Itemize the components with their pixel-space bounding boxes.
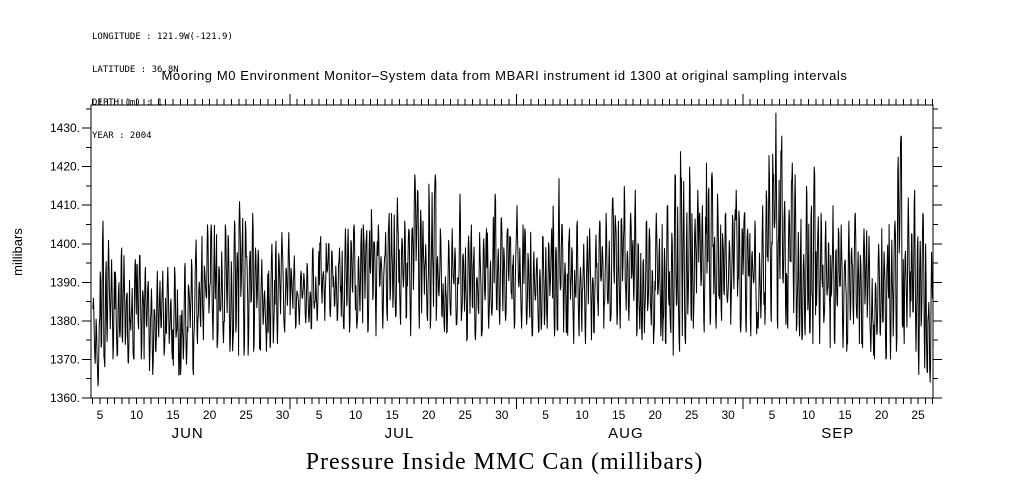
- y-tick-label: 1380.: [50, 314, 80, 328]
- plot-border: [90, 104, 934, 399]
- x-tick-label: 30: [276, 408, 290, 422]
- x-tick-label: 25: [239, 408, 253, 422]
- month-label: JUL: [385, 425, 415, 442]
- y-tick-label: 1420.: [50, 160, 80, 174]
- x-tick-label: 20: [422, 408, 436, 422]
- y-tick-label: 1360.: [50, 391, 80, 405]
- plot-axes: [82, 94, 942, 409]
- y-axis-title: millibars: [10, 228, 25, 276]
- x-tick-label: 5: [97, 408, 104, 422]
- month-label: SEP: [821, 425, 854, 442]
- x-tick-label: 10: [575, 408, 589, 422]
- metadata-block: LONGITUDE : 121.9W(-121.9) LATITUDE : 36…: [92, 10, 233, 164]
- month-label: JUN: [172, 425, 204, 442]
- y-tick-label: 1410.: [50, 198, 80, 212]
- y-tick-label: 1390.: [50, 275, 80, 289]
- metadata-longitude: LONGITUDE : 121.9W(-121.9): [92, 32, 233, 42]
- x-tick-label: 15: [386, 408, 400, 422]
- metadata-latitude: LATITUDE : 36.8N: [92, 65, 179, 75]
- x-tick-label: 10: [349, 408, 363, 422]
- metadata-depth: DEPTH (m) : 1: [92, 98, 163, 108]
- x-tick-label: 20: [875, 408, 889, 422]
- x-tick-label: 5: [542, 408, 549, 422]
- x-tick-label: 15: [166, 408, 180, 422]
- chart-top-title: Mooring M0 Environment Monitor–System da…: [161, 68, 848, 83]
- x-tick-label: 10: [802, 408, 816, 422]
- y-tick-label: 1400.: [50, 237, 80, 251]
- x-tick-label: 30: [722, 408, 736, 422]
- x-tick-label: 25: [911, 408, 925, 422]
- chart-bottom-title: Pressure Inside MMC Can (millibars): [305, 449, 704, 475]
- y-tick-label: 1370.: [50, 352, 80, 366]
- x-tick-label: 20: [648, 408, 662, 422]
- metadata-year: YEAR : 2004: [92, 131, 152, 141]
- x-tick-label: 15: [612, 408, 626, 422]
- x-tick-label: 15: [838, 408, 852, 422]
- data-line: [92, 112, 934, 387]
- x-tick-label: 25: [459, 408, 473, 422]
- y-tick-label: 1430.: [50, 121, 80, 135]
- x-tick-label: 5: [769, 408, 776, 422]
- x-tick-label: 30: [495, 408, 509, 422]
- x-tick-label: 5: [316, 408, 323, 422]
- axis-labels: 1360. 1370. 1380. 1390. 1400. 1410. 1420. 1430.…: [50, 121, 925, 442]
- month-label: AUG: [608, 425, 644, 442]
- x-tick-label: 25: [685, 408, 699, 422]
- x-tick-label: 10: [130, 408, 144, 422]
- x-tick-label: 20: [203, 408, 217, 422]
